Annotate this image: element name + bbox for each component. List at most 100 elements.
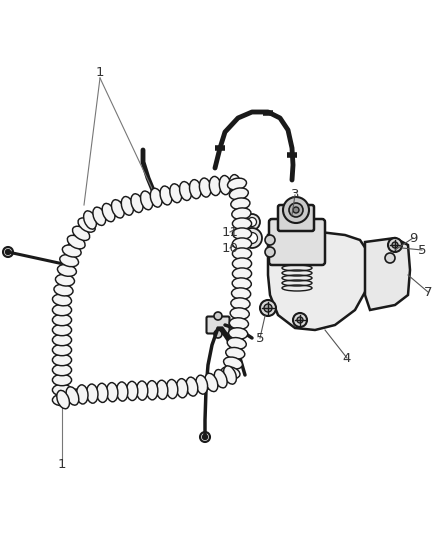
Ellipse shape (177, 378, 188, 398)
Ellipse shape (233, 238, 251, 249)
Ellipse shape (186, 377, 198, 396)
Ellipse shape (227, 337, 246, 349)
Circle shape (392, 242, 398, 248)
Ellipse shape (106, 383, 118, 402)
Ellipse shape (196, 375, 208, 394)
Ellipse shape (156, 380, 168, 399)
Ellipse shape (66, 387, 79, 405)
Ellipse shape (77, 385, 88, 404)
Circle shape (388, 238, 402, 252)
Ellipse shape (229, 175, 241, 194)
Circle shape (293, 207, 299, 213)
Circle shape (385, 253, 395, 263)
Text: 7: 7 (424, 286, 432, 298)
Ellipse shape (57, 390, 70, 409)
Text: 4: 4 (343, 351, 351, 365)
Ellipse shape (230, 188, 248, 200)
Ellipse shape (214, 369, 227, 388)
Ellipse shape (233, 248, 251, 260)
Circle shape (242, 228, 262, 248)
Ellipse shape (93, 207, 106, 225)
Circle shape (214, 330, 222, 338)
Ellipse shape (223, 357, 242, 369)
Ellipse shape (53, 374, 71, 386)
Circle shape (265, 235, 275, 245)
Ellipse shape (190, 180, 201, 199)
Text: 5: 5 (418, 244, 426, 256)
Polygon shape (268, 232, 370, 330)
Ellipse shape (232, 288, 251, 300)
FancyBboxPatch shape (278, 205, 314, 231)
Ellipse shape (166, 379, 178, 399)
Ellipse shape (146, 381, 158, 400)
Ellipse shape (230, 318, 248, 329)
Circle shape (202, 434, 208, 440)
Circle shape (265, 247, 275, 257)
Circle shape (244, 214, 260, 230)
Ellipse shape (141, 191, 153, 210)
Ellipse shape (136, 381, 148, 400)
Ellipse shape (62, 245, 81, 257)
Ellipse shape (232, 278, 251, 289)
FancyBboxPatch shape (206, 317, 230, 334)
Text: 5: 5 (256, 332, 264, 344)
Ellipse shape (73, 226, 90, 240)
Ellipse shape (226, 348, 245, 359)
Ellipse shape (112, 200, 124, 218)
Circle shape (6, 249, 11, 254)
Ellipse shape (102, 204, 115, 222)
Circle shape (260, 300, 276, 316)
Ellipse shape (199, 178, 211, 197)
Ellipse shape (170, 184, 182, 203)
Ellipse shape (53, 324, 71, 336)
Circle shape (264, 304, 272, 312)
Ellipse shape (117, 382, 128, 401)
Text: 3: 3 (291, 189, 299, 201)
Ellipse shape (229, 328, 248, 339)
Ellipse shape (53, 304, 71, 316)
Ellipse shape (84, 211, 96, 229)
Ellipse shape (56, 274, 74, 286)
Circle shape (293, 313, 307, 327)
Ellipse shape (53, 314, 71, 326)
Ellipse shape (131, 194, 143, 213)
Ellipse shape (53, 364, 71, 376)
Ellipse shape (67, 236, 85, 249)
Ellipse shape (53, 294, 71, 306)
Polygon shape (365, 238, 410, 310)
Circle shape (283, 197, 309, 223)
Circle shape (289, 203, 303, 217)
Ellipse shape (221, 367, 240, 379)
Ellipse shape (78, 218, 95, 232)
Ellipse shape (209, 176, 221, 196)
Ellipse shape (231, 198, 250, 209)
Ellipse shape (233, 228, 251, 239)
Ellipse shape (227, 178, 247, 190)
Ellipse shape (233, 218, 251, 229)
Ellipse shape (53, 334, 71, 346)
Ellipse shape (96, 383, 108, 402)
Ellipse shape (86, 384, 98, 403)
Ellipse shape (160, 186, 172, 205)
Circle shape (200, 432, 210, 442)
Ellipse shape (233, 268, 251, 279)
Ellipse shape (121, 197, 134, 215)
Ellipse shape (53, 394, 71, 406)
Circle shape (3, 247, 13, 257)
Text: 1: 1 (96, 66, 104, 78)
Text: 11: 11 (222, 225, 239, 238)
Ellipse shape (232, 208, 251, 220)
Ellipse shape (150, 188, 162, 207)
Text: 1: 1 (58, 458, 66, 472)
Ellipse shape (127, 381, 138, 400)
FancyBboxPatch shape (269, 219, 325, 265)
Ellipse shape (57, 264, 76, 276)
Text: 10: 10 (222, 241, 238, 254)
Ellipse shape (233, 258, 251, 269)
Circle shape (247, 232, 258, 244)
Ellipse shape (53, 354, 71, 366)
Ellipse shape (180, 182, 191, 200)
Circle shape (247, 217, 257, 227)
Ellipse shape (230, 308, 249, 319)
Ellipse shape (60, 255, 78, 266)
